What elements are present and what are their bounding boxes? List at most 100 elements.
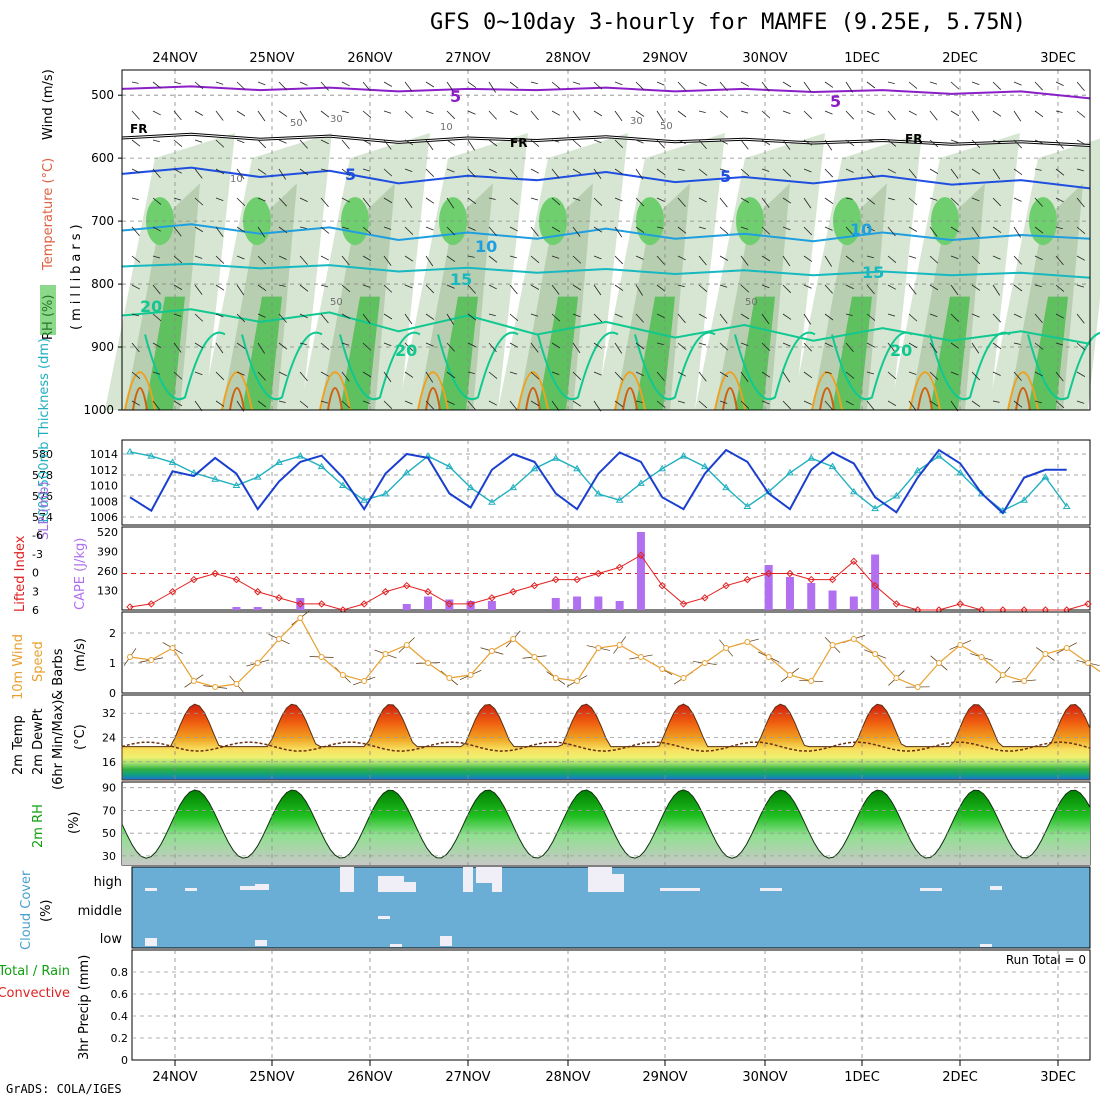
wind-barb [173, 110, 182, 121]
wind-barb [215, 168, 225, 175]
wind-barb [635, 313, 644, 323]
wind-barb [845, 110, 854, 120]
wind-barb [698, 284, 708, 293]
wind-barb [278, 226, 288, 234]
wind-barb [719, 197, 728, 208]
wind-barb [887, 226, 896, 237]
cape-ylabel: CAPE (J/kg) [73, 538, 88, 610]
thickness-point [913, 466, 922, 474]
isotherm-30 [622, 387, 638, 411]
wind-barb [551, 371, 560, 375]
wind-barb [698, 110, 706, 114]
wind10-point [893, 675, 900, 681]
wind10-ylabel-a: 10m Wind [11, 634, 26, 700]
wind-barb [572, 197, 581, 201]
wind-barb [950, 313, 960, 322]
wind-barb [488, 168, 497, 174]
wind-barb [257, 81, 266, 86]
wind-barb [320, 284, 328, 288]
wind-barb [467, 371, 475, 375]
wind-barb [950, 255, 959, 260]
precip-total-label: Total / Rain [0, 964, 70, 979]
wind-barb [152, 168, 161, 179]
wind-barb [782, 400, 792, 410]
wind-barb [320, 110, 330, 118]
wind-barb [1055, 255, 1064, 266]
wind-barb [1034, 139, 1043, 144]
wind-barb [215, 110, 224, 121]
wind-barb [362, 139, 372, 145]
date-tick-label-top: 25NOV [249, 51, 294, 66]
precip-tick-label: 0.8 [111, 966, 129, 979]
wind-barb [656, 342, 664, 346]
wind-barb [950, 342, 960, 349]
wind-barb [1013, 284, 1023, 292]
isotherm-20-dip [144, 331, 226, 401]
cape-bar [594, 596, 603, 610]
wind-barb [278, 139, 287, 144]
wind-barb [215, 371, 225, 381]
wind10-ylabel-c: & Barbs [51, 648, 66, 700]
isotherm-25 [517, 371, 549, 411]
wind10-point [765, 654, 772, 660]
wind-barb [845, 371, 855, 379]
wind-barb [446, 139, 456, 146]
wind-barb [173, 197, 182, 201]
wind-barb [845, 168, 854, 173]
isotherm-25 [221, 371, 253, 411]
cape-bar [402, 604, 411, 610]
li-point [956, 600, 964, 608]
wind10-ylabel-b: Speed [31, 641, 46, 682]
wind10-point [382, 651, 389, 657]
wind10-ylabel: & Barbs [51, 648, 66, 700]
cloud-cell [378, 876, 404, 892]
thickness-ylabel-text: 1000-500mb Thickness (dm) [37, 338, 52, 525]
rh-line [121, 789, 1091, 859]
wind-barb [215, 139, 225, 148]
wind10-point [1063, 645, 1070, 651]
wind-barb [908, 284, 917, 295]
rh-tick-label: 90 [102, 782, 116, 795]
wind-barb [551, 197, 561, 206]
wind-barb [236, 139, 245, 144]
wind-barb [152, 284, 161, 295]
wind-barb [215, 313, 224, 318]
wind-barb [656, 400, 666, 408]
upper-air-ylabel: (millibars) [69, 220, 84, 330]
date-tick-label-top: 30NOV [742, 51, 787, 66]
li-point [254, 588, 262, 596]
li-point [488, 594, 496, 602]
wind-barb [1013, 81, 1022, 86]
rh-band-mid [1008, 183, 1083, 410]
wind-barb [362, 400, 371, 404]
cape-bar [764, 565, 773, 610]
cloud-cell [404, 882, 416, 892]
wind-barb [530, 81, 538, 85]
wind-barb [593, 168, 602, 179]
wind-barb [950, 197, 960, 206]
cloud-ylabel: Cloud Cover [19, 870, 34, 950]
wind-barb [467, 284, 476, 294]
rh-band-high [930, 296, 970, 410]
wind-barb [383, 400, 393, 409]
wind-barb [908, 81, 918, 89]
wind-barb [740, 168, 750, 177]
li-point [466, 600, 475, 608]
wind-barb [257, 284, 267, 292]
y-tick-label: 800 [91, 277, 114, 291]
isotherm-30 [1015, 387, 1031, 411]
wind10-point [254, 660, 261, 666]
wind-barb [992, 168, 1001, 180]
wind-barb [971, 81, 980, 85]
wind-barb [782, 255, 791, 267]
wind-barb [509, 255, 517, 259]
wind-barb [320, 168, 328, 172]
date-tick-label-bottom: 1DEC [844, 1070, 880, 1085]
wind-barb [761, 197, 770, 208]
wind10-point [872, 651, 879, 657]
wind-barb [929, 400, 939, 407]
wind-barb [404, 400, 413, 405]
wind-barb [656, 313, 665, 319]
wind-barb [845, 255, 855, 263]
wind10-point [957, 642, 964, 648]
